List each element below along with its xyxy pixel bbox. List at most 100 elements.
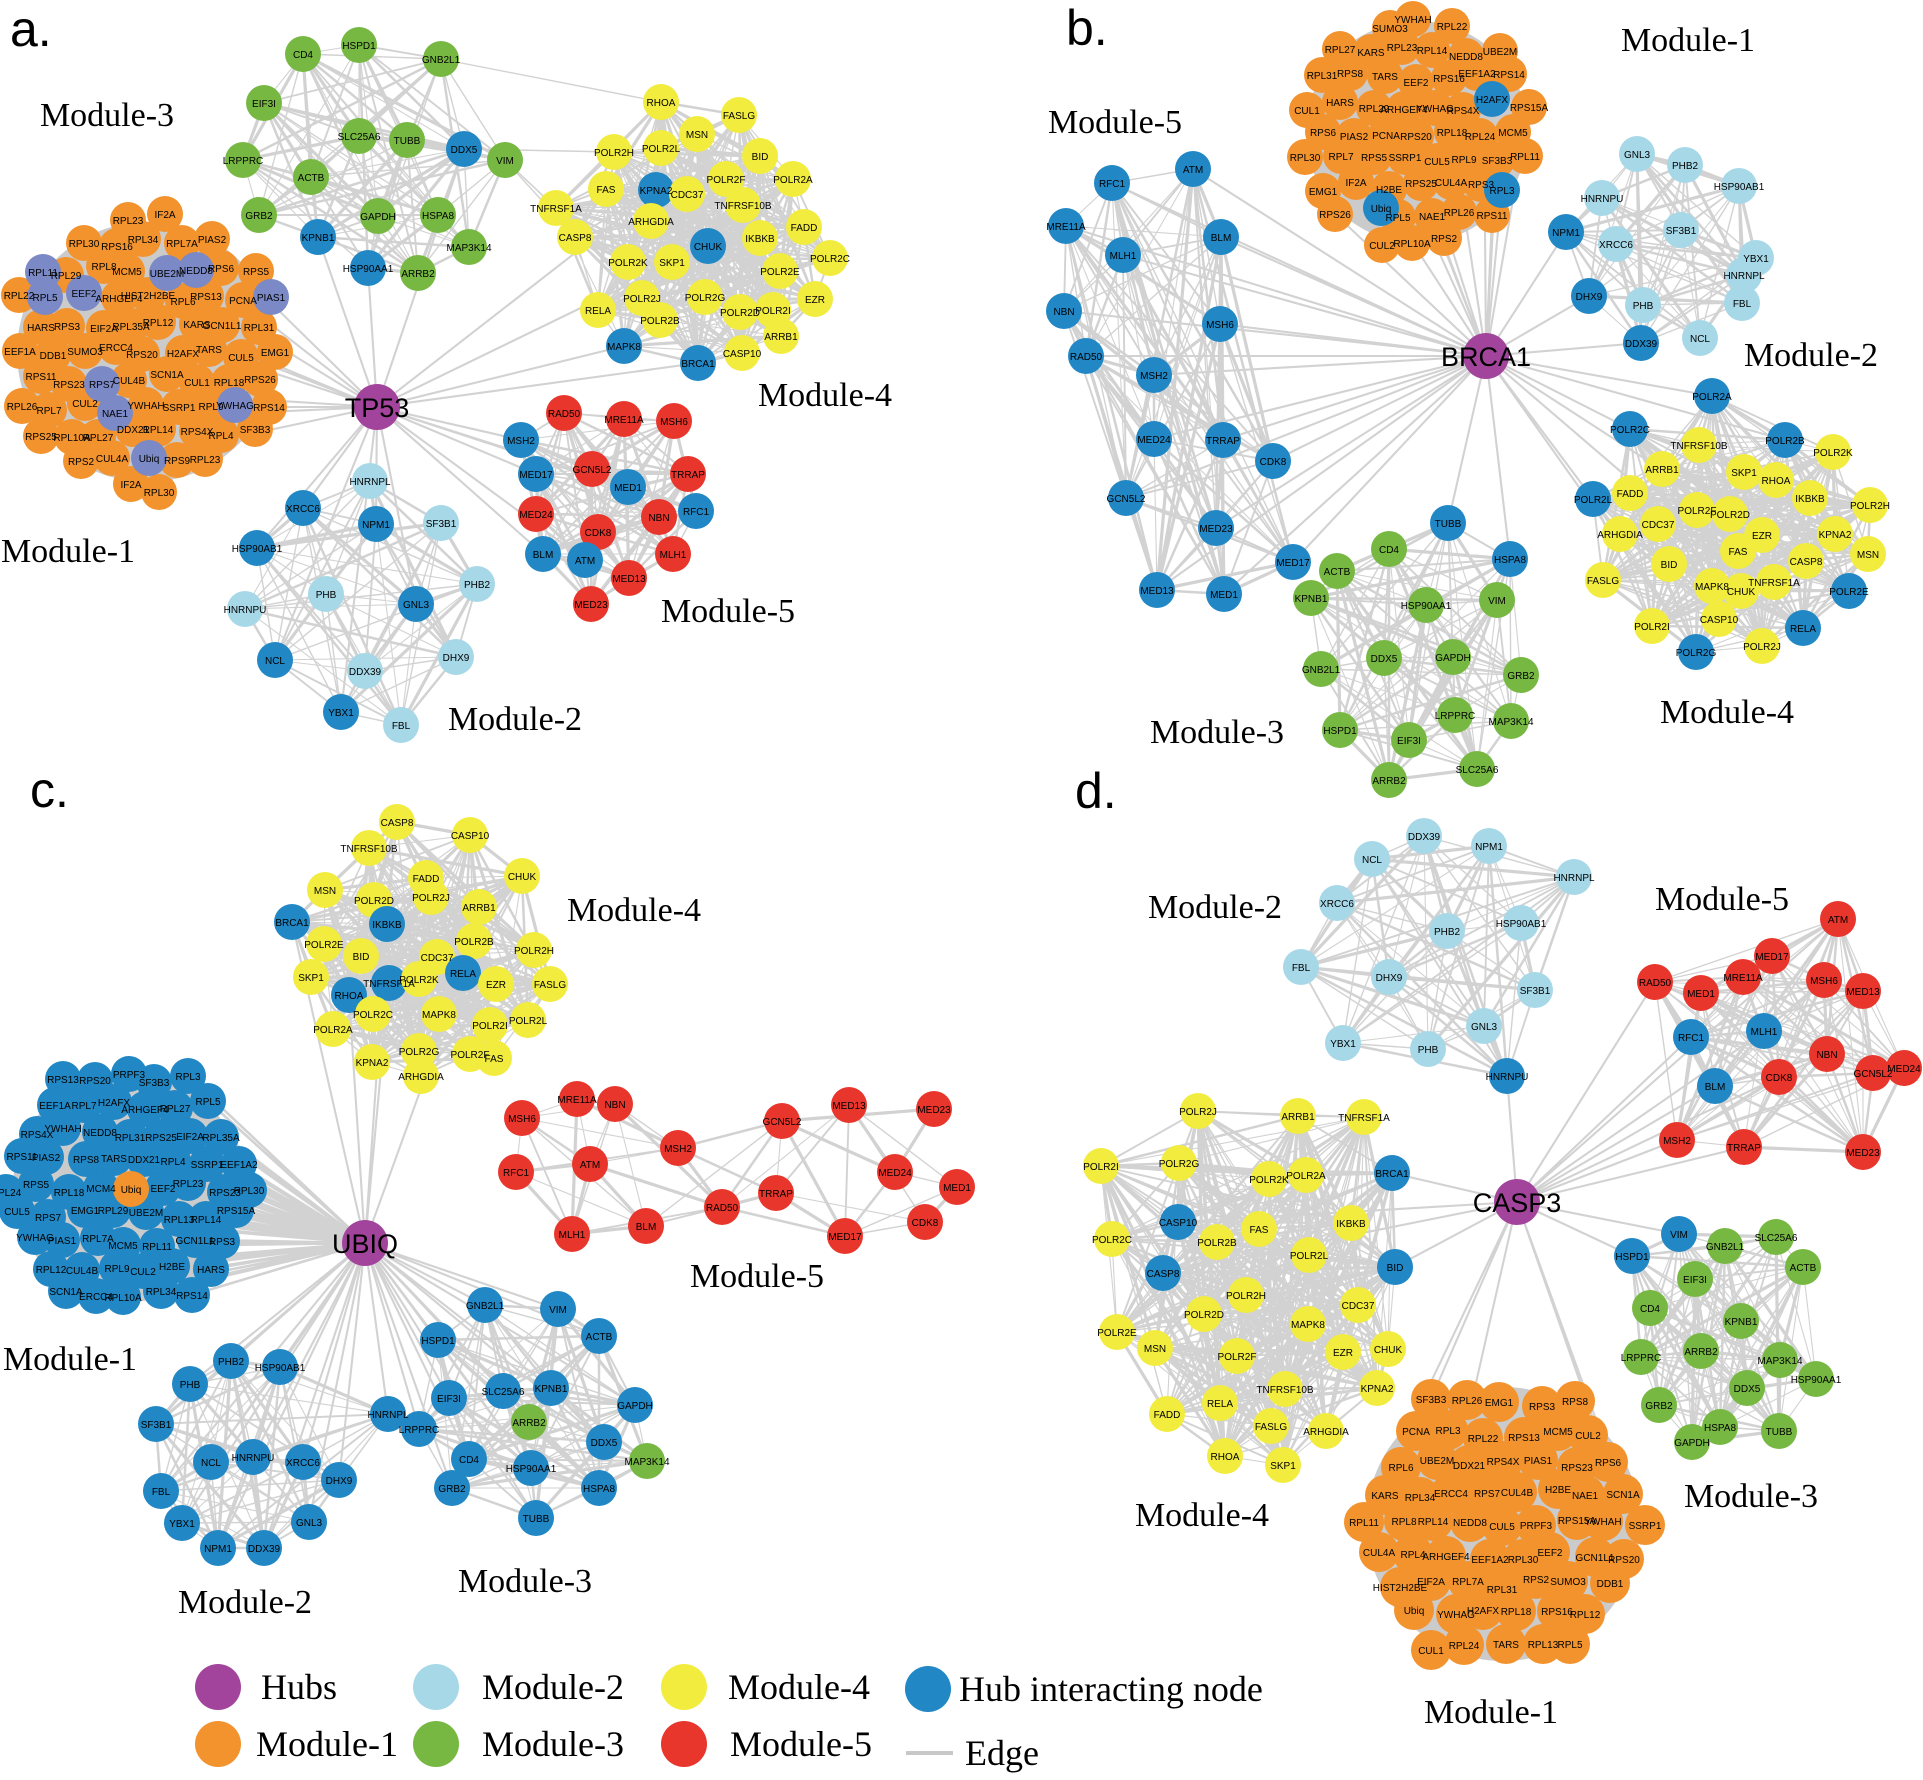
svg-text:RPS15A: RPS15A <box>1510 103 1549 114</box>
svg-text:POLR2I: POLR2I <box>1634 622 1670 633</box>
svg-text:MED23: MED23 <box>917 1105 951 1116</box>
svg-text:SUMO3: SUMO3 <box>1372 24 1408 35</box>
svg-text:DDX39: DDX39 <box>248 1544 281 1555</box>
svg-text:ARHGEF4: ARHGEF4 <box>1380 105 1428 116</box>
svg-text:FAS: FAS <box>485 1054 504 1065</box>
svg-text:EZR: EZR <box>1752 531 1772 542</box>
svg-text:FBL: FBL <box>392 721 411 732</box>
svg-text:UBE2M: UBE2M <box>1483 47 1517 58</box>
svg-text:HIST2H2BE: HIST2H2BE <box>1373 1583 1428 1594</box>
svg-text:POLR2J: POLR2J <box>412 893 450 904</box>
svg-text:DDX39: DDX39 <box>349 667 382 678</box>
svg-text:ARHGDIA: ARHGDIA <box>628 217 674 228</box>
svg-text:ARRB1: ARRB1 <box>764 332 798 343</box>
svg-text:Module-3: Module-3 <box>458 1563 592 1600</box>
svg-text:POLR2H: POLR2H <box>1850 501 1890 512</box>
svg-text:MED24: MED24 <box>519 510 553 521</box>
svg-text:ARHGEF4: ARHGEF4 <box>95 294 143 305</box>
svg-text:POLR2H: POLR2H <box>1226 1291 1266 1302</box>
svg-text:Module-5: Module-5 <box>690 1258 824 1295</box>
svg-text:RPS7: RPS7 <box>35 1213 62 1224</box>
svg-text:XRCC6: XRCC6 <box>286 1458 320 1469</box>
svg-text:RPL18: RPL18 <box>1437 128 1468 139</box>
svg-text:RPS16: RPS16 <box>1433 74 1465 85</box>
svg-text:RPL5: RPL5 <box>1557 1640 1582 1651</box>
svg-text:BID: BID <box>1387 1263 1404 1274</box>
svg-text:FADD: FADD <box>1154 1410 1181 1421</box>
svg-text:YBX1: YBX1 <box>1330 1039 1356 1050</box>
svg-text:MED24: MED24 <box>1887 1064 1921 1075</box>
svg-text:MSN: MSN <box>314 886 336 897</box>
svg-text:RPL7: RPL7 <box>1328 152 1353 163</box>
svg-text:BLM: BLM <box>1211 233 1232 244</box>
svg-text:POLR2I: POLR2I <box>755 306 791 317</box>
svg-text:POLR2H: POLR2H <box>514 946 554 957</box>
svg-text:EEF2: EEF2 <box>71 289 96 300</box>
svg-text:Ubiq: Ubiq <box>121 1185 142 1196</box>
svg-text:RPS20: RPS20 <box>126 350 158 361</box>
svg-text:RPL14: RPL14 <box>143 425 174 436</box>
svg-text:DHX9: DHX9 <box>443 653 470 664</box>
svg-text:RPS5: RPS5 <box>1361 153 1388 164</box>
svg-text:MED13: MED13 <box>1140 586 1174 597</box>
svg-text:DDB1: DDB1 <box>40 351 67 362</box>
svg-text:Module-5: Module-5 <box>730 1724 872 1764</box>
svg-text:FAS: FAS <box>1250 1225 1269 1236</box>
svg-text:RPL14: RPL14 <box>1417 46 1448 57</box>
svg-text:BLM: BLM <box>533 550 554 561</box>
svg-text:POLR2D: POLR2D <box>1710 510 1750 521</box>
svg-text:POLR2G: POLR2G <box>1676 648 1717 659</box>
svg-text:KARS: KARS <box>1371 1491 1399 1502</box>
svg-text:SUMO3: SUMO3 <box>67 347 103 358</box>
svg-text:MED1: MED1 <box>1687 989 1715 1000</box>
svg-text:SF3B1: SF3B1 <box>1520 986 1551 997</box>
svg-text:YWHAG: YWHAG <box>216 401 254 412</box>
svg-text:Module-4: Module-4 <box>567 892 701 929</box>
svg-text:RPS4X: RPS4X <box>1487 1457 1520 1468</box>
svg-text:ARRB2: ARRB2 <box>1684 1347 1718 1358</box>
svg-text:PCNA: PCNA <box>1372 131 1400 142</box>
svg-text:Hubs: Hubs <box>261 1667 337 1707</box>
svg-text:RPL30: RPL30 <box>1290 153 1321 164</box>
svg-text:RPL18: RPL18 <box>1501 1607 1532 1618</box>
svg-text:LRPPRC: LRPPRC <box>399 1425 440 1436</box>
svg-text:POLR2D: POLR2D <box>1184 1310 1224 1321</box>
svg-text:MED17: MED17 <box>1276 558 1310 569</box>
svg-text:RPL12: RPL12 <box>36 1265 67 1276</box>
svg-text:POLR2E: POLR2E <box>1829 587 1869 598</box>
svg-text:BRCA1: BRCA1 <box>275 918 309 929</box>
svg-text:NCL: NCL <box>265 656 285 667</box>
svg-text:Module-1: Module-1 <box>1424 1694 1558 1731</box>
svg-text:SF3B3: SF3B3 <box>1482 156 1513 167</box>
svg-text:CASP10: CASP10 <box>1700 615 1739 626</box>
svg-text:MAP3K14: MAP3K14 <box>446 243 491 254</box>
svg-text:POLR2G: POLR2G <box>685 293 726 304</box>
svg-text:MSH6: MSH6 <box>508 1114 536 1125</box>
svg-text:RPL24: RPL24 <box>1465 132 1496 143</box>
svg-text:SF3B3: SF3B3 <box>139 1078 170 1089</box>
svg-text:CASP8: CASP8 <box>559 233 592 244</box>
svg-text:GAPDH: GAPDH <box>1674 1438 1710 1449</box>
svg-text:YBX1: YBX1 <box>328 708 354 719</box>
svg-text:MED17: MED17 <box>828 1232 862 1243</box>
svg-text:RPL31: RPL31 <box>115 1133 146 1144</box>
svg-text:ARHGDIA: ARHGDIA <box>1303 1427 1349 1438</box>
svg-text:HSPD1: HSPD1 <box>1615 1252 1649 1263</box>
svg-text:RPL35A: RPL35A <box>112 322 150 333</box>
svg-text:MRE11A: MRE11A <box>1046 222 1086 233</box>
svg-text:RHOA: RHOA <box>335 991 364 1002</box>
svg-text:MED23: MED23 <box>574 600 608 611</box>
svg-text:NEDD8: NEDD8 <box>1449 52 1483 63</box>
svg-text:LRPPRC: LRPPRC <box>1435 711 1476 722</box>
svg-text:CD4: CD4 <box>293 50 313 61</box>
svg-text:RPL26: RPL26 <box>1452 1396 1483 1407</box>
svg-text:GCN5L2: GCN5L2 <box>1107 494 1146 505</box>
svg-text:GCN5L2: GCN5L2 <box>763 1117 802 1128</box>
svg-text:c.: c. <box>30 762 69 818</box>
svg-text:POLR2L: POLR2L <box>1290 1251 1329 1262</box>
svg-text:CHUK: CHUK <box>1727 587 1756 598</box>
svg-text:RPL27: RPL27 <box>1325 45 1356 56</box>
svg-text:CASP8: CASP8 <box>1147 1269 1180 1280</box>
svg-text:HSP90AB1: HSP90AB1 <box>255 1363 306 1374</box>
svg-text:POLR2G: POLR2G <box>399 1047 440 1058</box>
